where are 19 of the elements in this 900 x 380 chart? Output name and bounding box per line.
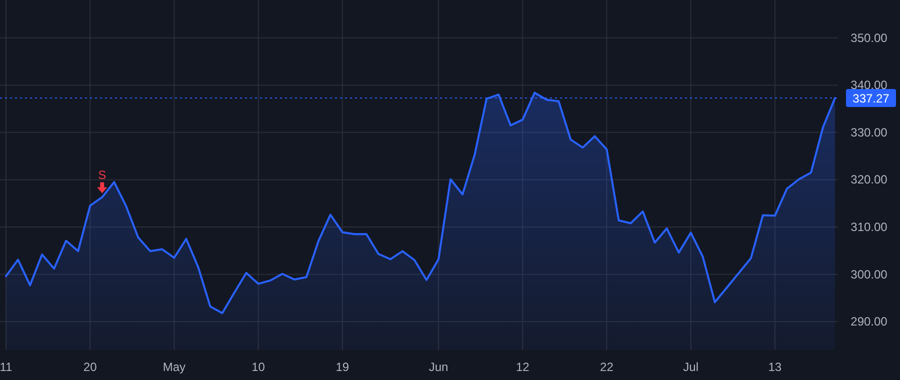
y-tick-label: 320.00 <box>850 172 888 187</box>
ref-line-label: 337.27 <box>852 92 890 106</box>
x-tick-label: 20 <box>83 360 98 374</box>
x-tick-label: Jul <box>683 360 698 374</box>
x-tick-label: 22 <box>600 360 614 374</box>
y-tick-label: 290.00 <box>850 314 888 329</box>
x-tick-label: 12 <box>516 360 530 374</box>
y-tick-label: 300.00 <box>850 267 888 282</box>
x-tick-label: May <box>162 360 186 374</box>
y-tick-label: 350.00 <box>850 30 888 45</box>
x-tick-label: 19 <box>336 360 350 374</box>
y-tick-label: 330.00 <box>850 125 888 140</box>
y-tick-label: 340.00 <box>850 78 888 92</box>
x-tick-label: Jun <box>428 360 448 374</box>
series-label: S <box>98 168 106 182</box>
x-tick-label: 11 <box>0 360 13 374</box>
y-tick-label: 310.00 <box>850 220 888 234</box>
x-tick-label: 10 <box>252 360 266 374</box>
x-tick-label: 13 <box>768 360 782 374</box>
